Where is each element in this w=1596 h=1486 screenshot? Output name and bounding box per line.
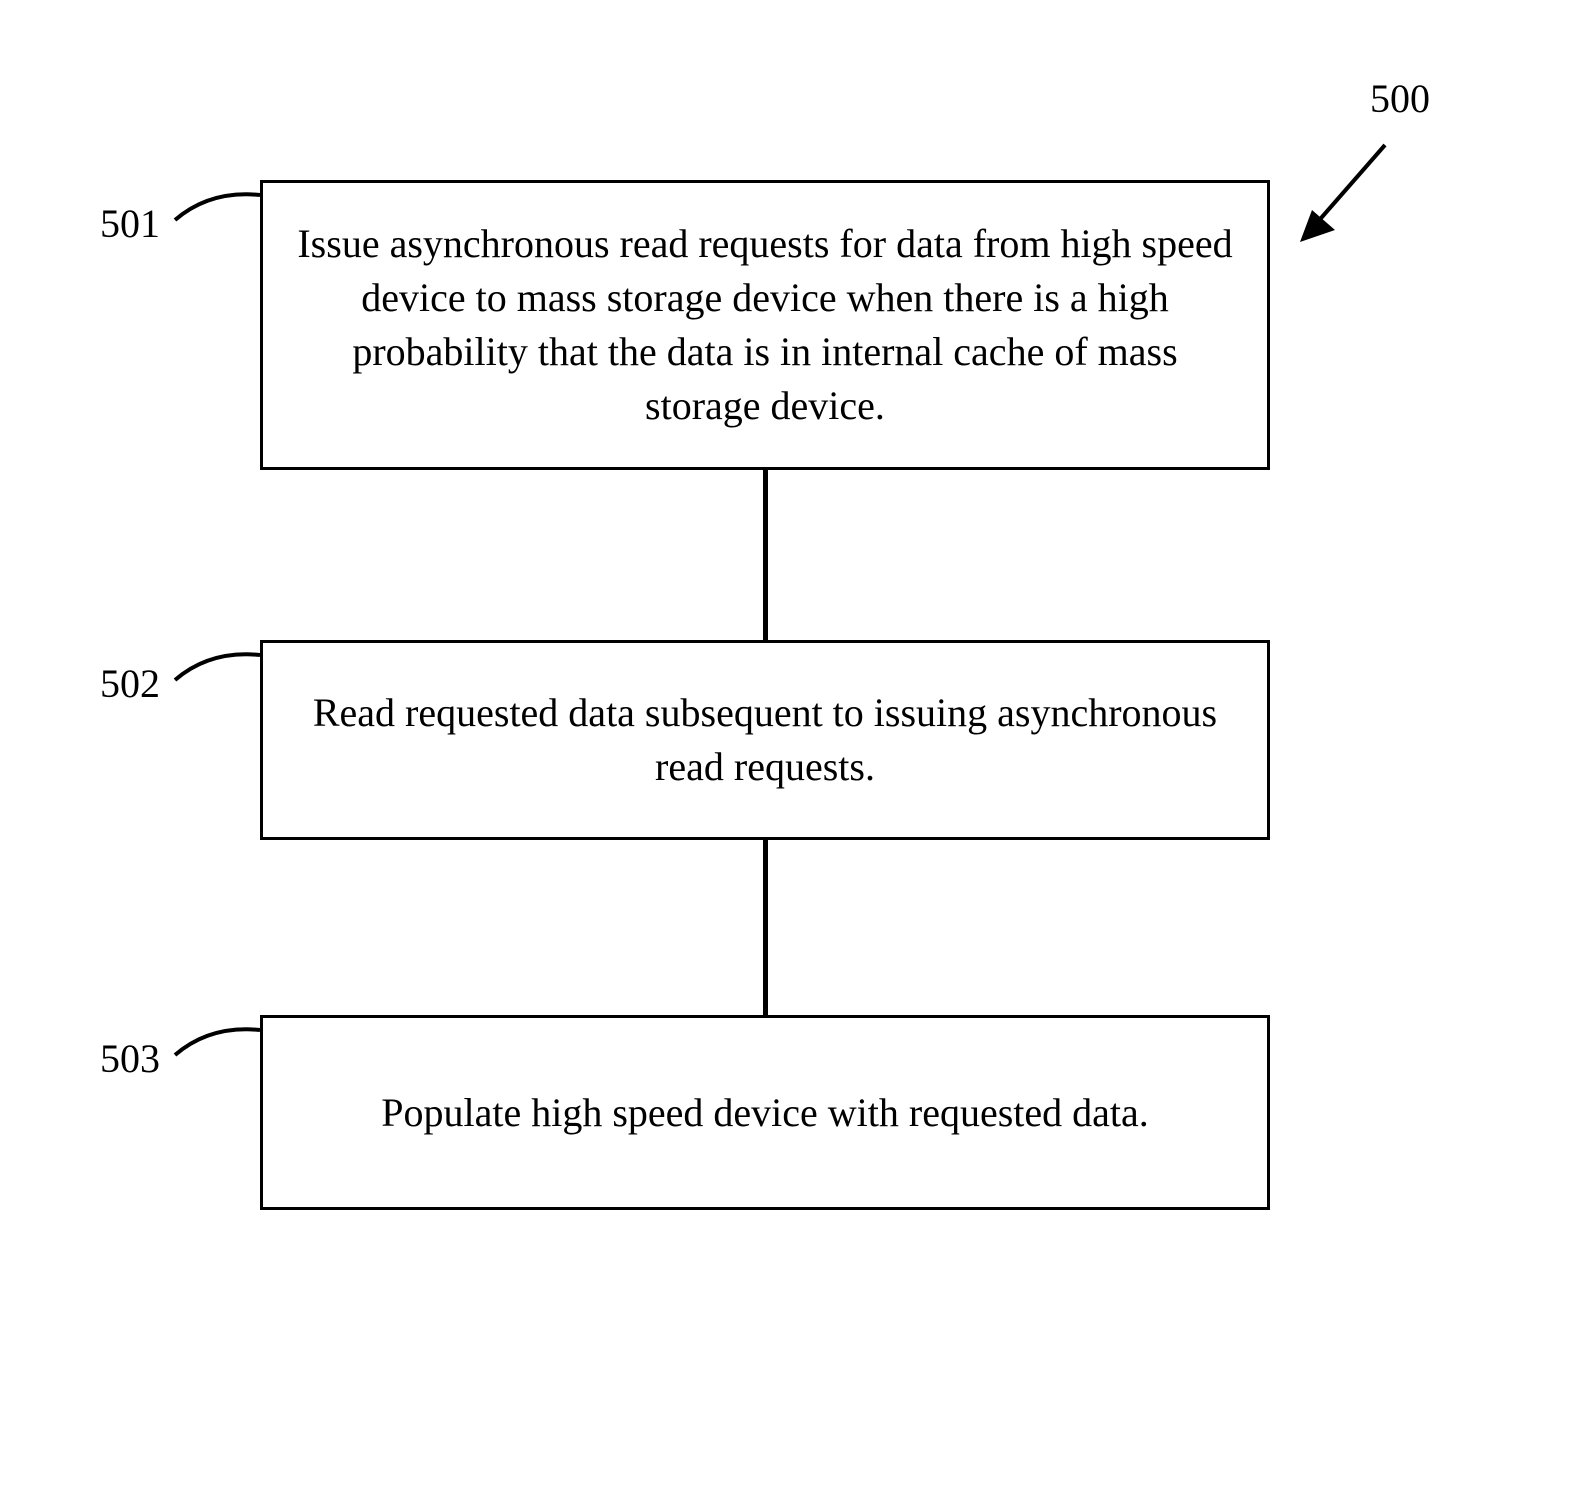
flow-step-1: Issue asynchronous read requests for dat… [260, 180, 1270, 470]
flow-step-2: Read requested data subsequent to issuin… [260, 640, 1270, 840]
flowchart-diagram: 500 501 Issue asynchronous read requests… [0, 0, 1596, 1486]
flow-step-3: Populate high speed device with requeste… [260, 1015, 1270, 1210]
flow-step-3-text: Populate high speed device with requeste… [381, 1086, 1149, 1140]
connector-2-3 [763, 840, 768, 1015]
flow-step-1-text: Issue asynchronous read requests for dat… [293, 217, 1237, 433]
ref-label-502: 502 [100, 660, 160, 707]
flow-step-2-text: Read requested data subsequent to issuin… [293, 686, 1237, 794]
connector-1-2 [763, 470, 768, 640]
figure-ref-label: 500 [1370, 75, 1430, 122]
ref-label-503: 503 [100, 1035, 160, 1082]
ref-label-501: 501 [100, 200, 160, 247]
